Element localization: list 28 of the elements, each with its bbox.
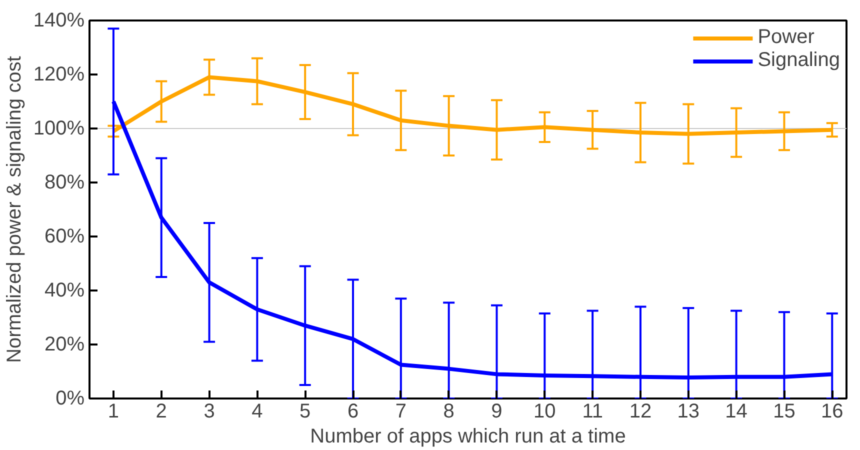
y-tick-label: 20% (44, 334, 85, 356)
y-axis-title: Normalized power & signaling cost (3, 56, 26, 363)
x-tick-label: 1 (108, 400, 120, 422)
x-tick-label: 5 (300, 400, 311, 422)
x-tick-label: 11 (582, 400, 603, 422)
x-tick-label: 13 (677, 400, 700, 422)
y-tick-label: 140% (33, 10, 85, 32)
y-tick-label: 120% (33, 64, 85, 86)
legend-label: Signaling (758, 49, 840, 72)
x-tick-label: 14 (725, 400, 748, 422)
x-tick-label: 4 (252, 400, 263, 422)
x-tick-label: 6 (347, 400, 359, 422)
x-tick-label: 9 (491, 400, 502, 422)
x-tick-label: 8 (443, 400, 454, 422)
y-tick-label: 100% (33, 118, 85, 140)
x-tick-label: 15 (773, 400, 796, 422)
y-tick-label: 60% (44, 226, 85, 248)
y-tick-label: 40% (44, 280, 85, 302)
y-tick-label: 80% (44, 172, 85, 194)
x-axis-title: Number of apps which run at a time (310, 426, 626, 448)
x-tick-label: 3 (204, 400, 215, 422)
legend-label: Power (758, 26, 814, 49)
x-tick-label: 12 (629, 400, 652, 422)
x-tick-label: 10 (534, 400, 556, 422)
x-tick-label: 16 (821, 400, 844, 422)
x-tick-label: 2 (156, 400, 167, 422)
y-tick-label: 0% (56, 388, 85, 410)
x-tick-label: 7 (395, 400, 406, 422)
